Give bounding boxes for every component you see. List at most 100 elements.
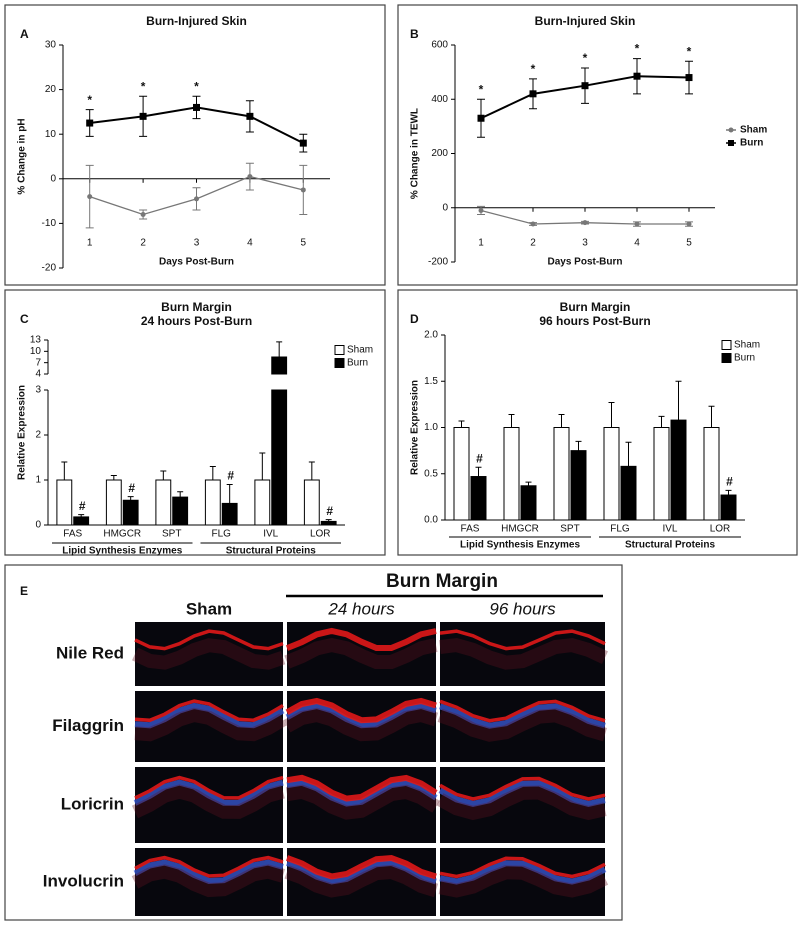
data-point [194,196,199,202]
significance-marker: * [635,42,640,56]
bar [320,520,337,526]
row-label: Involucrin [43,871,124,890]
stain-red [134,629,284,651]
x-tick-label: 4 [634,238,640,249]
bar [553,427,570,521]
significance-marker: * [583,51,588,65]
x-tick-label: 2 [140,238,146,249]
x-tick-label: 5 [301,238,307,249]
group-label: Lipid Synthesis Enzymes [460,540,580,551]
error-bar [525,481,532,486]
panel-frame [4,4,386,286]
error-bar [259,452,266,480]
data-point [86,119,94,127]
data-point [299,139,307,147]
x-tick-label: FLG [610,524,630,535]
y-axis-label: Relative Expression [17,385,28,480]
stain-red [134,699,284,723]
y-tick-label: 0.0 [424,515,438,526]
data-point [529,90,537,98]
bar [271,389,288,526]
legend-label: Burn [347,358,368,369]
stain-faint [283,707,439,742]
data-point [581,82,589,90]
micrograph [134,691,287,762]
micrograph [283,691,439,762]
stain-faint [131,864,285,898]
stain-red [439,856,606,879]
significance-marker: * [141,79,146,93]
stain-faint [132,638,286,670]
bar [105,479,122,526]
micrograph [284,622,438,686]
legend-marker [728,140,734,146]
stain-faint [131,784,285,819]
micrograph [438,848,609,916]
bar [254,479,271,526]
bar [503,427,520,521]
x-tick-label: 1 [87,238,93,249]
error-bar [475,466,482,477]
stain-blue [438,703,606,729]
chart-title: Burn-Injured Skin [146,14,247,28]
stain-red [134,855,284,878]
stain-red [285,697,437,724]
stain-blue [285,859,437,885]
legend-label: Sham [734,340,760,351]
stain-blue [133,859,284,885]
error-bar [558,414,565,428]
chart-title: Burn Margin [560,300,631,314]
stain-faint [436,785,607,821]
chart-subtitle: 96 hours Post-Burn [539,314,650,328]
y-tick-label: 2 [35,430,41,441]
y-tick-label: 400 [431,94,448,105]
bar [570,450,587,521]
stain-faint [285,784,440,820]
bar [56,479,73,526]
legend-swatch [334,358,345,368]
data-point [247,174,253,180]
x-tick-label: 4 [247,238,253,249]
error-bar [276,341,283,357]
significance-marker: # [726,475,733,489]
error-bar [625,441,632,467]
significance-marker: * [687,44,692,58]
data-point [582,220,588,226]
data-point [193,103,200,111]
row-label: Filaggrin [52,716,124,735]
legend-swatch [334,345,345,355]
x-tick-label: FAS [461,524,480,535]
micrograph [131,848,285,916]
panel-letter: E [20,584,28,598]
group-label: Structural Proteins [226,546,316,557]
x-tick-label: FLG [212,529,232,540]
x-tick-label: 1 [478,238,484,249]
y-tick-label: -10 [42,218,57,229]
x-tick-label: HMGCR [103,529,141,540]
significance-marker: * [87,93,92,107]
panel-frame [397,289,798,556]
error-bar [725,489,732,496]
error-bar [127,496,134,501]
y-tick-label: 0 [50,173,56,184]
stain-red [285,854,437,880]
bar [204,479,221,526]
panel-frame [4,289,386,556]
panel-letter: A [20,27,29,41]
significance-marker: # [326,504,333,518]
data-point [686,221,692,227]
stain-faint [284,864,439,898]
x-tick-label: HMGCR [501,524,539,535]
y-tick-label: 30 [45,40,57,51]
y-axis-label: % Change in pH [17,118,28,194]
data-point [477,114,485,122]
error-bar [325,519,332,522]
error-bar [508,414,515,428]
panel-letter: B [410,27,419,41]
stain-red [285,627,437,651]
bar [122,499,139,526]
stain-faint [439,637,608,670]
micrograph [436,767,607,843]
micrograph-bg [287,622,436,686]
